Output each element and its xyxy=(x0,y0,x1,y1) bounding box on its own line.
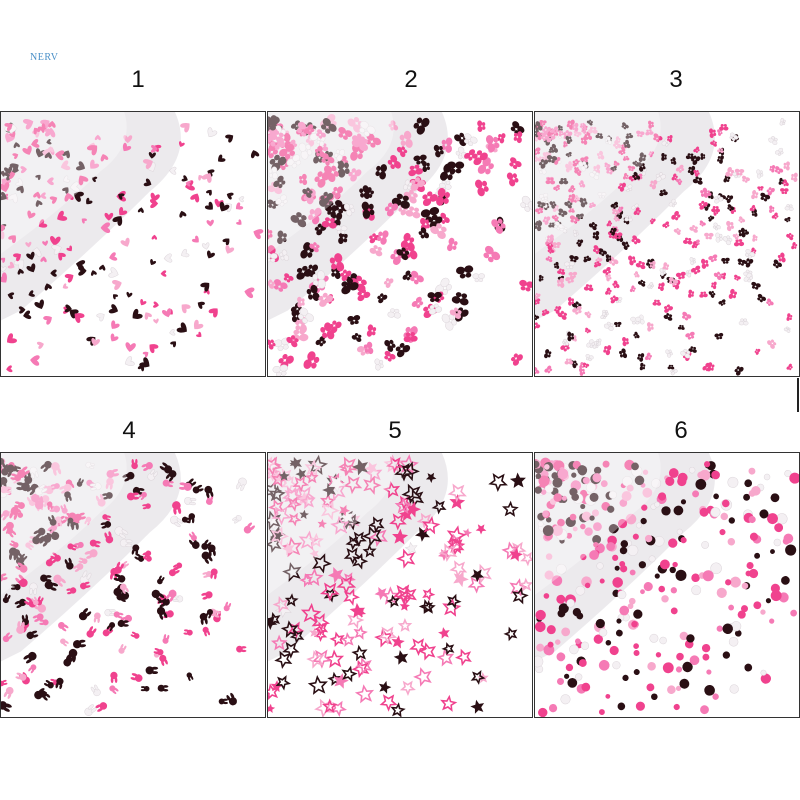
watermark-text: NERV xyxy=(30,52,59,63)
product-photo-4[interactable] xyxy=(0,452,266,718)
option-label-4: 4 xyxy=(122,417,136,444)
product-photo-2[interactable] xyxy=(267,111,533,377)
confetti-small-butterfly-icon xyxy=(535,112,798,376)
edge-divider xyxy=(797,378,799,412)
confetti-dot-icon xyxy=(535,453,799,717)
option-label-6: 6 xyxy=(674,417,688,444)
option-label-5: 5 xyxy=(388,417,402,444)
product-photo-6[interactable] xyxy=(534,452,800,718)
confetti-bunny-head-icon xyxy=(1,453,255,716)
product-photo-3[interactable] xyxy=(534,111,800,377)
confetti-butterfly-icon xyxy=(268,112,532,376)
option-label-3: 3 xyxy=(669,66,683,93)
confetti-heart-icon xyxy=(1,112,264,373)
product-photo-1[interactable] xyxy=(0,111,266,377)
confetti-star-outline-icon xyxy=(268,453,532,717)
product-photo-5[interactable] xyxy=(267,452,533,718)
option-label-1: 1 xyxy=(131,66,145,93)
option-label-2: 2 xyxy=(404,66,418,93)
